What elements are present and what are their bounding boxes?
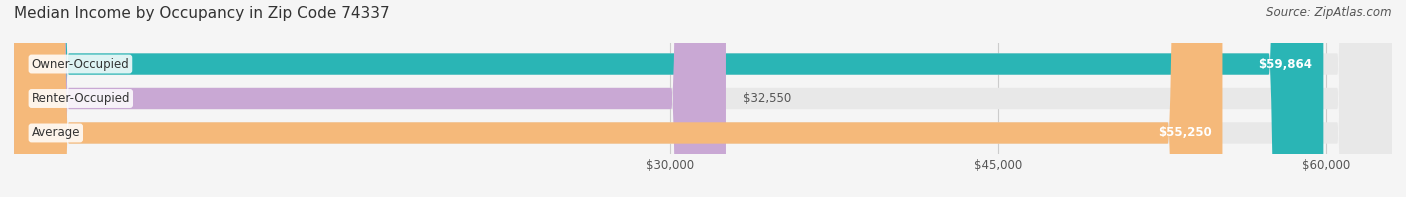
FancyBboxPatch shape bbox=[14, 0, 1323, 197]
FancyBboxPatch shape bbox=[14, 0, 1392, 197]
FancyBboxPatch shape bbox=[14, 0, 1392, 197]
Text: Average: Average bbox=[31, 126, 80, 139]
Text: Renter-Occupied: Renter-Occupied bbox=[31, 92, 131, 105]
FancyBboxPatch shape bbox=[14, 0, 725, 197]
Text: $55,250: $55,250 bbox=[1157, 126, 1212, 139]
Text: $32,550: $32,550 bbox=[744, 92, 792, 105]
FancyBboxPatch shape bbox=[14, 0, 1222, 197]
Text: Source: ZipAtlas.com: Source: ZipAtlas.com bbox=[1267, 6, 1392, 19]
FancyBboxPatch shape bbox=[14, 0, 1392, 197]
Text: Median Income by Occupancy in Zip Code 74337: Median Income by Occupancy in Zip Code 7… bbox=[14, 6, 389, 21]
Text: $59,864: $59,864 bbox=[1258, 58, 1312, 71]
Text: Owner-Occupied: Owner-Occupied bbox=[31, 58, 129, 71]
